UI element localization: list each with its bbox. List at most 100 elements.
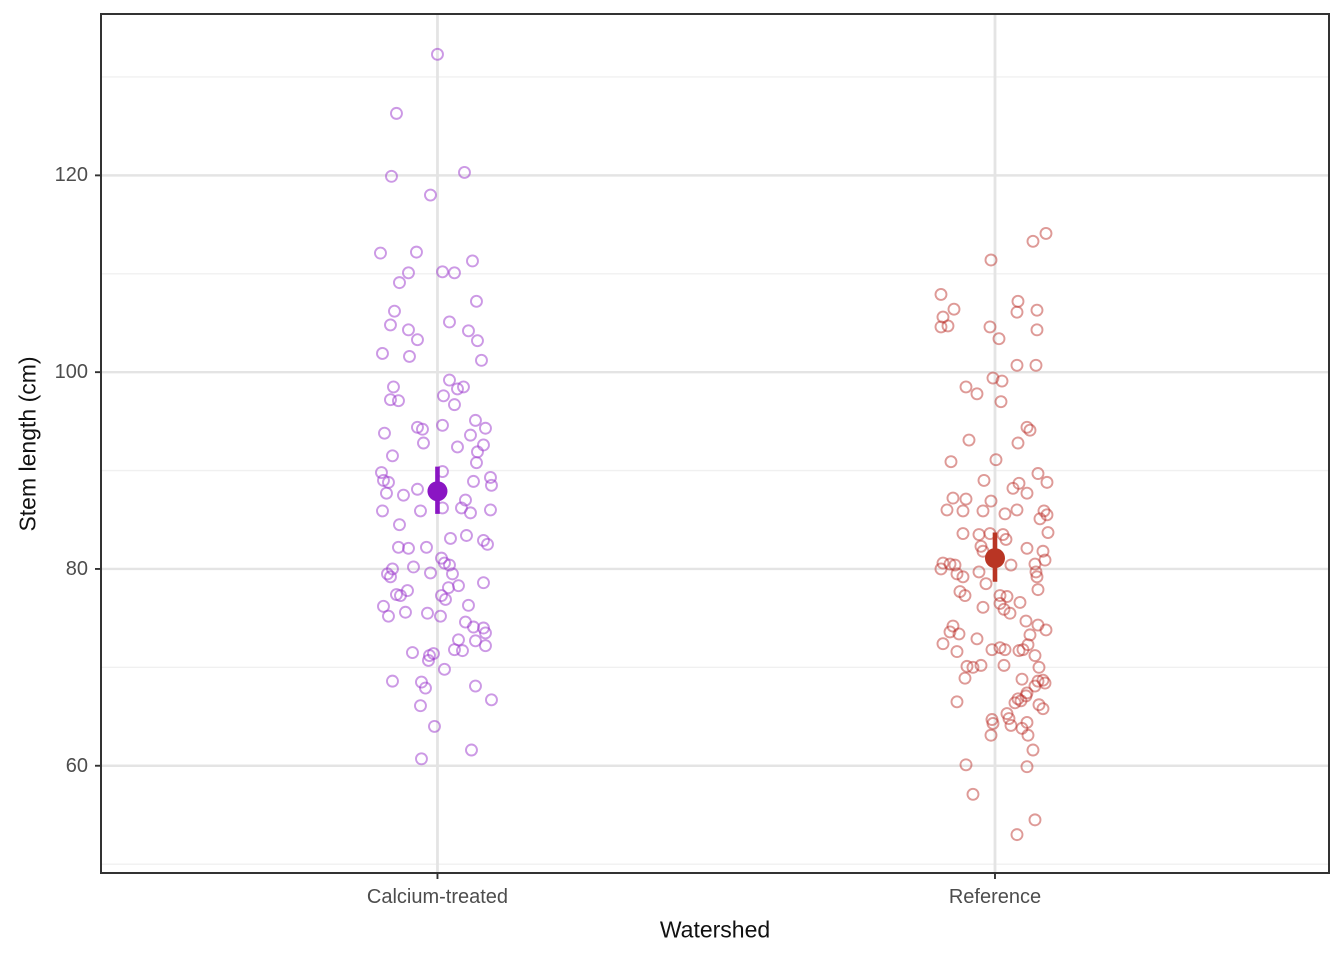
jitter-point <box>1014 694 1028 708</box>
jitter-point <box>1037 504 1051 518</box>
jitter-point <box>448 266 461 280</box>
jitter-point <box>1011 436 1025 450</box>
jitter-point <box>481 537 494 551</box>
jitter-point <box>465 743 478 757</box>
jitter-point <box>995 374 1009 388</box>
jitter-point <box>1013 595 1027 609</box>
jitter-point <box>936 637 950 651</box>
jitter-point <box>479 421 492 435</box>
jitter-point <box>397 488 410 502</box>
jitter-point <box>378 426 391 440</box>
jitter-point <box>439 593 452 606</box>
jitter-point <box>1000 590 1014 603</box>
jitter-point <box>950 567 964 581</box>
jitter-point <box>997 658 1011 672</box>
jitter-point <box>1039 623 1053 637</box>
jitter-point <box>1031 467 1045 480</box>
jitter-point <box>460 529 473 542</box>
jitter-point <box>1003 606 1017 620</box>
jitter-point <box>1029 358 1043 372</box>
jitter-point <box>959 758 973 772</box>
jitter-point <box>419 681 432 695</box>
mean-point <box>984 548 1005 569</box>
jitter-point <box>1039 226 1053 240</box>
jitter-point <box>464 506 477 520</box>
jitter-point <box>1032 698 1046 712</box>
jitter-point <box>1030 323 1044 337</box>
jitter-point <box>958 589 972 602</box>
jitter-point <box>380 486 393 500</box>
jitter-point <box>948 558 962 572</box>
jitter-point <box>952 627 966 641</box>
jitter-point <box>417 436 430 450</box>
jitter-point <box>1020 686 1034 700</box>
jitter-point <box>464 428 477 442</box>
jitter-point <box>1028 557 1042 571</box>
jitter-point <box>377 599 390 613</box>
jitter-point <box>962 433 976 447</box>
jitter-point <box>411 333 424 347</box>
jitter-point <box>467 474 480 488</box>
jitter-point <box>956 570 970 584</box>
jitter-point <box>1015 721 1029 735</box>
jitter-point <box>1023 423 1037 437</box>
jitter-point <box>458 165 471 179</box>
jitter-point <box>1019 614 1033 628</box>
jitter-point <box>411 482 424 496</box>
jitter-point <box>985 713 999 726</box>
jitter-point <box>420 540 433 554</box>
jitter-point <box>451 440 464 454</box>
jitter-point <box>456 644 469 658</box>
jitter-point <box>443 315 456 329</box>
jitter-point <box>376 504 389 518</box>
jitter-point <box>462 598 475 612</box>
jitter-point <box>943 625 957 639</box>
jitter-point <box>966 660 980 674</box>
jitter-point <box>946 491 960 505</box>
jitter-point <box>953 585 967 599</box>
jitter-point <box>1028 813 1042 827</box>
jitter-point <box>993 641 1007 655</box>
jitter-point <box>424 188 437 202</box>
jitter-point <box>1020 760 1034 774</box>
jitter-point <box>424 566 437 580</box>
jitter-point <box>984 253 998 267</box>
jitter-point <box>1004 718 1018 732</box>
jitter-point <box>386 674 399 688</box>
jitter-point <box>993 596 1007 610</box>
y-tick-label: 80 <box>65 557 88 580</box>
panel-border <box>100 13 1330 874</box>
jitter-point <box>956 527 970 540</box>
jitter-point <box>1030 570 1044 584</box>
jitter-point <box>934 320 948 334</box>
jitter-point <box>958 671 972 685</box>
jitter-point <box>984 728 998 742</box>
jitter-point <box>448 643 461 657</box>
jitter-point <box>388 304 401 318</box>
jitter-point <box>998 643 1012 657</box>
jitter-point <box>983 320 997 334</box>
jitter-point <box>976 504 990 518</box>
jitter-point <box>431 47 444 61</box>
jitter-point <box>393 518 406 532</box>
jitter-point <box>941 319 955 333</box>
jitter-point <box>989 453 1003 467</box>
jitter-point <box>403 349 416 363</box>
x-category-label: Reference <box>948 886 1042 908</box>
jitter-point <box>438 662 451 676</box>
jitter-point <box>960 659 974 673</box>
jitter-point <box>1026 234 1040 248</box>
jitter-point <box>1031 583 1045 597</box>
x-axis-title: Watershed <box>659 916 771 943</box>
jitter-point <box>466 254 479 268</box>
jitter-point <box>1029 565 1043 579</box>
jitter-point <box>1012 644 1026 658</box>
jitter-point <box>1033 512 1047 526</box>
jitter-point <box>384 393 397 407</box>
jitter-point <box>934 287 948 301</box>
jitter-point <box>436 418 449 432</box>
jitter-point <box>998 507 1012 521</box>
jitter-point <box>384 570 397 584</box>
jitter-point <box>422 654 435 667</box>
